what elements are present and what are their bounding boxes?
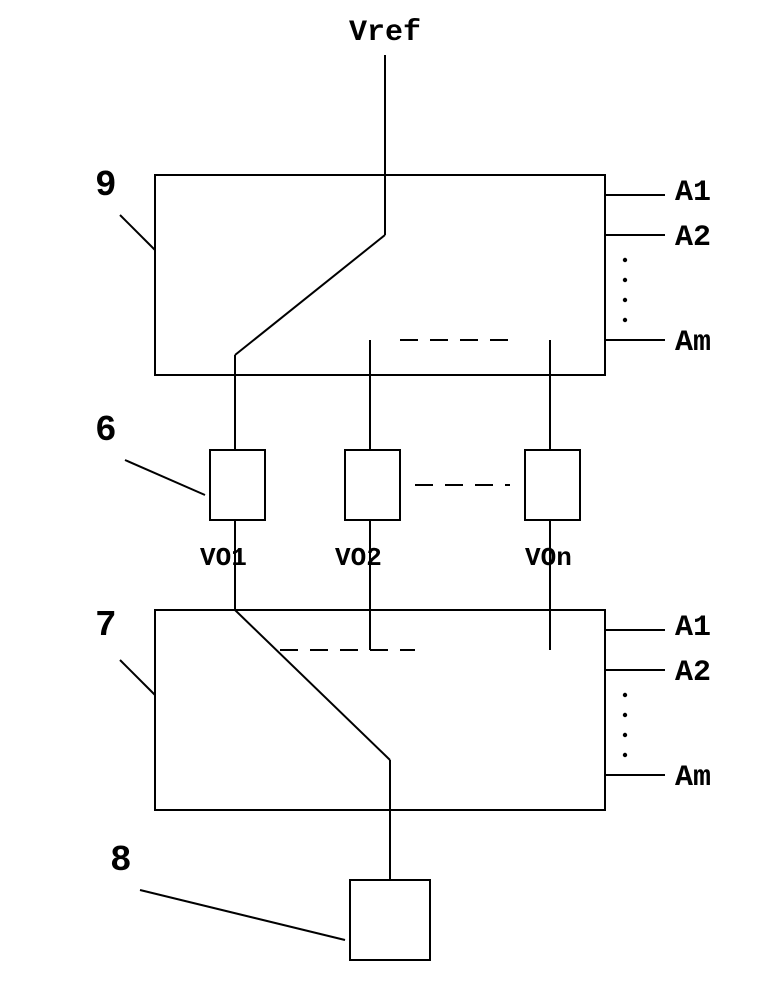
von-label: VOn bbox=[525, 543, 572, 573]
vo1-label: VO1 bbox=[200, 543, 247, 573]
block-7-leader bbox=[120, 660, 155, 695]
block-6-leader bbox=[125, 460, 205, 495]
unit-vo2 bbox=[345, 450, 400, 520]
am-top-label: Am bbox=[675, 326, 711, 360]
switch-9-diag bbox=[235, 235, 385, 355]
block-8 bbox=[350, 880, 430, 960]
block-9 bbox=[155, 175, 605, 375]
block-6-label: 6 bbox=[95, 410, 117, 451]
unit-von bbox=[525, 450, 580, 520]
vref-label: Vref bbox=[349, 16, 421, 50]
block-9-leader bbox=[120, 215, 155, 250]
unit-vo1 bbox=[210, 450, 265, 520]
a1-top-label: A1 bbox=[675, 176, 711, 210]
a1-bot-label: A1 bbox=[675, 611, 711, 645]
a-bot-ellipsis bbox=[623, 693, 627, 757]
block-8-leader bbox=[140, 890, 345, 940]
block-8-label: 8 bbox=[110, 840, 132, 881]
switch-7-diag bbox=[235, 610, 390, 760]
a-top-ellipsis bbox=[623, 258, 627, 322]
am-bot-label: Am bbox=[675, 761, 711, 795]
block-9-label: 9 bbox=[95, 165, 117, 206]
vo2-label: VO2 bbox=[335, 543, 382, 573]
a2-bot-label: A2 bbox=[675, 656, 711, 690]
block-7-label: 7 bbox=[95, 605, 117, 646]
a2-top-label: A2 bbox=[675, 221, 711, 255]
block-7 bbox=[155, 610, 605, 810]
